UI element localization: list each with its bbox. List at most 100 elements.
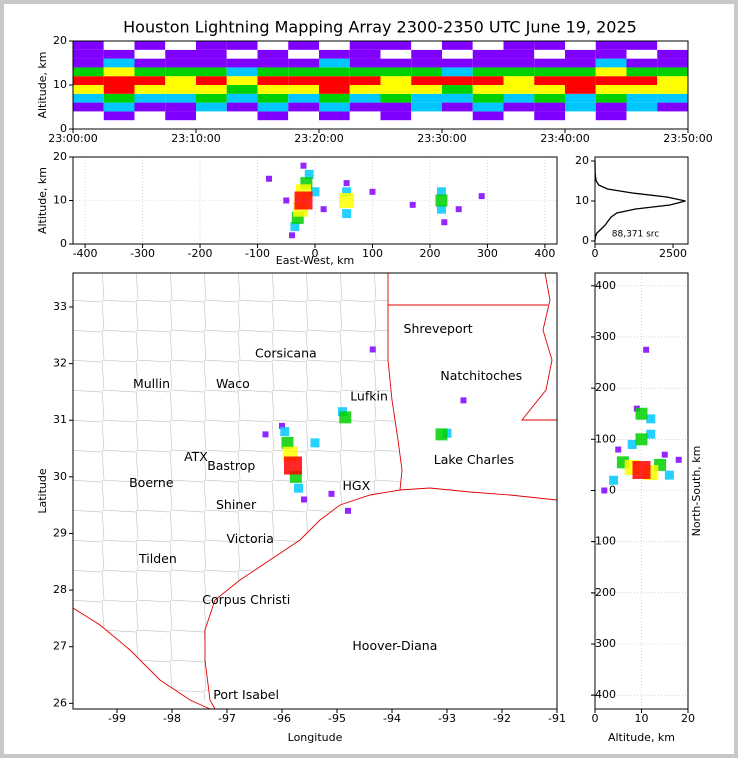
density-cell xyxy=(319,111,350,121)
density-cell xyxy=(226,102,258,112)
density-cell xyxy=(657,102,688,112)
y-axis-label: North-South, km xyxy=(690,446,703,537)
density-cell xyxy=(319,93,350,103)
density-cell xyxy=(595,111,627,121)
density-cell xyxy=(472,111,504,121)
source-density xyxy=(478,193,485,200)
density-cell xyxy=(288,67,319,77)
x-tick-label: 100 xyxy=(362,247,383,260)
density-cell xyxy=(442,76,473,85)
density-cell xyxy=(411,76,442,85)
coastline xyxy=(204,487,558,710)
density-cell xyxy=(595,76,627,85)
x-axis-label: Altitude, km xyxy=(608,731,675,744)
density-cell xyxy=(103,58,135,68)
x-tick-label: -300 xyxy=(130,247,155,260)
y-tick-label: -200 xyxy=(591,586,616,599)
source-density xyxy=(301,496,307,503)
x-tick-label: 23:50:00 xyxy=(663,132,712,145)
density-cell xyxy=(380,102,412,112)
density-cell xyxy=(319,49,350,59)
density-cell xyxy=(257,102,289,112)
density-cell xyxy=(442,49,473,59)
density-cell xyxy=(472,102,504,112)
density-cell xyxy=(103,41,135,50)
y-tick-label: -100 xyxy=(591,535,616,548)
density-cell xyxy=(442,85,473,94)
source-density xyxy=(279,422,285,429)
density-cell xyxy=(380,111,412,121)
density-cell xyxy=(565,41,596,50)
density-cell xyxy=(196,67,227,77)
density-cell xyxy=(73,58,104,68)
density-cell xyxy=(288,41,319,50)
density-cell xyxy=(349,102,381,112)
density-cell xyxy=(73,120,104,129)
y-tick-label: 0 xyxy=(60,122,67,135)
density-cell xyxy=(196,120,227,129)
axes-frame xyxy=(72,156,558,245)
y-tick-label: 31 xyxy=(53,413,67,426)
x-tick-label: 0 xyxy=(592,247,599,260)
source-density xyxy=(601,487,608,494)
density-cell xyxy=(657,58,688,68)
density-cell xyxy=(73,111,104,121)
x-tick-label: -95 xyxy=(328,712,346,725)
density-cell xyxy=(196,111,227,121)
source-density xyxy=(342,209,352,219)
x-tick-label: -93 xyxy=(438,712,456,725)
density-cell xyxy=(319,58,350,68)
chart-title: Houston Lightning Mapping Array 2300-235… xyxy=(123,18,637,37)
density-cell xyxy=(319,76,350,85)
source-density xyxy=(369,188,376,195)
place-label: Boerne xyxy=(129,475,174,490)
density-cell xyxy=(534,49,565,59)
density-cell xyxy=(657,85,688,94)
density-cell xyxy=(472,76,504,85)
x-tick-label: 0 xyxy=(312,247,319,260)
x-tick-label: -91 xyxy=(548,712,566,725)
x-tick-label: -98 xyxy=(163,712,181,725)
county-lines xyxy=(73,273,400,700)
density-cell xyxy=(472,85,504,94)
density-cell xyxy=(411,102,442,112)
density-cell xyxy=(134,120,166,129)
source-density xyxy=(435,428,448,441)
density-cell xyxy=(472,67,504,77)
density-cell xyxy=(534,102,565,112)
density-cell xyxy=(565,111,596,121)
density-cell xyxy=(534,76,565,85)
density-cell xyxy=(319,120,350,129)
y-tick-label: 200 xyxy=(595,381,616,394)
place-label: Hoover-Diana xyxy=(352,638,437,653)
density-cell xyxy=(134,76,166,85)
source-density xyxy=(675,456,682,463)
y-tick-label: 0 xyxy=(60,237,67,250)
place-label: Port Isabel xyxy=(213,687,279,702)
density-cell xyxy=(196,49,227,59)
density-cell xyxy=(472,93,504,103)
density-cell xyxy=(103,102,135,112)
density-cell xyxy=(257,93,289,103)
density-cell xyxy=(380,49,412,59)
density-cell xyxy=(257,120,289,129)
source-density xyxy=(436,204,446,214)
density-cell xyxy=(349,85,381,94)
density-cell xyxy=(565,58,596,68)
density-cell xyxy=(349,67,381,77)
density-cell xyxy=(565,76,596,85)
density-cell xyxy=(534,111,565,121)
y-tick-label: -300 xyxy=(591,637,616,650)
density-cell xyxy=(288,120,319,129)
density-cell xyxy=(134,111,166,121)
density-cell xyxy=(196,76,227,85)
density-cell xyxy=(288,111,319,121)
source-density xyxy=(300,162,307,169)
x-tick-label: -200 xyxy=(188,247,213,260)
density-cell xyxy=(226,111,258,121)
density-cell xyxy=(226,120,258,129)
x-tick-label: 2500 xyxy=(659,247,687,260)
density-cell xyxy=(226,85,258,94)
density-cell xyxy=(319,102,350,112)
